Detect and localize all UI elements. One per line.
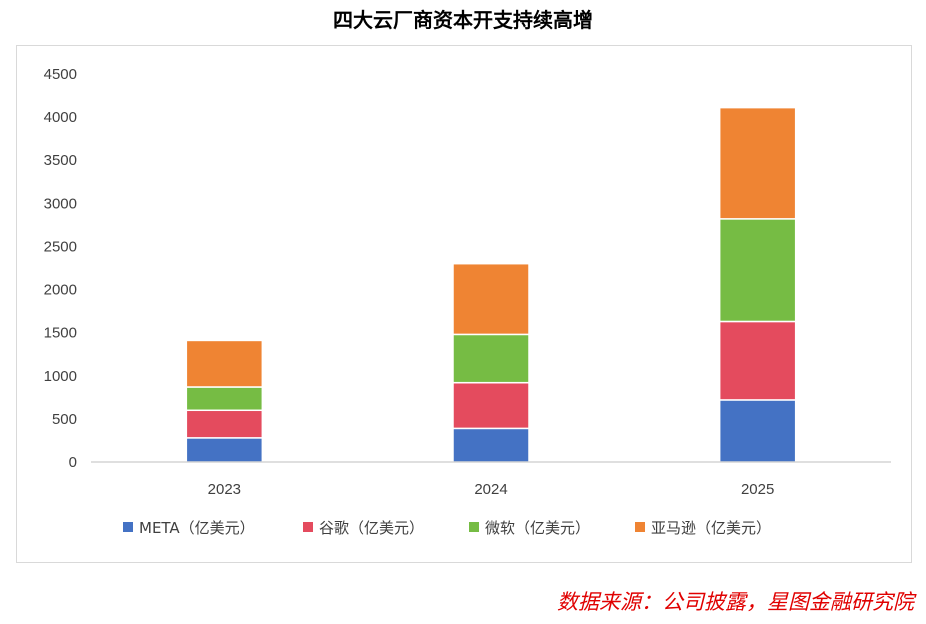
- y-tick-label: 0: [69, 454, 77, 471]
- stacked-bar-chart: 0 500 1000 1500 2000 2500 3000 3500 4000 4500 202…: [44, 66, 891, 537]
- y-tick-label: 4000: [44, 109, 77, 126]
- legend-label: META（亿美元）: [139, 519, 255, 537]
- legend-label: 谷歌（亿美元）: [319, 519, 424, 537]
- x-tick-label: 2024: [474, 481, 507, 498]
- legend-swatch: [123, 522, 133, 532]
- bar-segment: [185, 386, 264, 412]
- legend: META（亿美元） 谷歌（亿美元） 微软（亿美元） 亚马逊（亿美元）: [123, 519, 771, 537]
- y-tick-label: 500: [52, 411, 77, 428]
- source-note: 数据来源：公司披露，星图金融研究院: [557, 590, 914, 614]
- x-tick-label: 2025: [741, 481, 774, 498]
- y-tick-label: 4500: [44, 66, 77, 83]
- page-title: 四大云厂商资本开支持续高增: [333, 8, 593, 32]
- bar-segment: [185, 409, 264, 439]
- y-tick-label: 2500: [44, 238, 77, 255]
- legend-label: 亚马逊（亿美元）: [651, 519, 771, 537]
- bar-segment: [452, 262, 530, 336]
- y-tick-label: 2000: [44, 282, 77, 299]
- bar-segment: [718, 106, 797, 220]
- legend-label: 微软（亿美元）: [485, 519, 590, 537]
- legend-swatch: [635, 522, 645, 532]
- bar-segment: [452, 427, 530, 463]
- y-tick-label: 3500: [44, 152, 77, 169]
- x-axis-ticks: 2023 2024 2025: [208, 481, 775, 498]
- bar-segment: [452, 381, 530, 430]
- legend-swatch: [469, 522, 479, 532]
- bars-group: [185, 106, 797, 463]
- bar-segment: [718, 218, 797, 323]
- bar-segment: [185, 437, 264, 463]
- y-axis-ticks: 0 500 1000 1500 2000 2500 3000 3500 4000 4500: [44, 66, 77, 471]
- legend-swatch: [303, 522, 313, 532]
- bar-segment: [185, 339, 264, 388]
- y-tick-label: 1000: [44, 368, 77, 385]
- chart-frame: 0 500 1000 1500 2000 2500 3000 3500 4000 4500 202…: [16, 45, 912, 563]
- bar-segment: [452, 333, 530, 384]
- bar-segment: [718, 399, 797, 463]
- y-tick-label: 1500: [44, 325, 77, 342]
- x-tick-label: 2023: [208, 481, 241, 498]
- bar-segment: [718, 320, 797, 401]
- y-tick-label: 3000: [44, 195, 77, 212]
